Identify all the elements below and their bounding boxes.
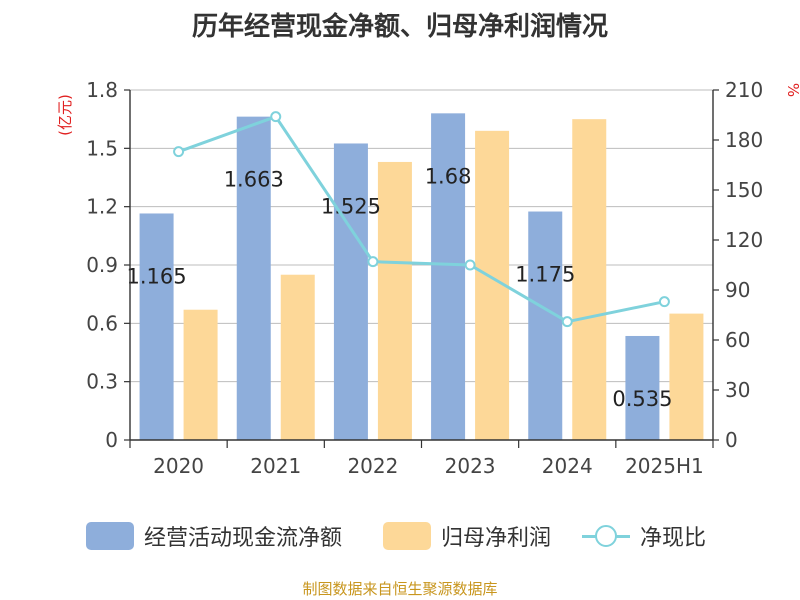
ratio-point <box>561 316 573 328</box>
right-tick-label: 120 <box>725 228 763 252</box>
left-tick-label: 1.2 <box>86 195 118 219</box>
x-tick-label: 2021 <box>250 454 301 478</box>
left-tick-label: 1.5 <box>86 136 118 160</box>
legend-swatch-net-profit <box>383 522 431 550</box>
right-tick-label: 210 <box>725 78 763 102</box>
right-tick-label: 60 <box>725 328 750 352</box>
left-tick-label: 1.8 <box>86 78 118 102</box>
legend-label-ratio: 净现比 <box>640 526 707 551</box>
legend-swatch-cashflow <box>86 522 134 550</box>
x-tick-label: 2023 <box>445 454 496 478</box>
legend-label-net-profit: 归母净利润 <box>441 526 552 551</box>
axes-layer: 0 0.3 0.6 0.9 1.2 1.5 1.8 0 30 60 90 120 150 180 210 20… <box>56 78 800 478</box>
left-tick-label: 0.9 <box>86 253 118 277</box>
ratio-point <box>464 259 476 271</box>
right-tick-label: 0 <box>725 428 738 452</box>
data-label-cashflow: 1.68 <box>425 164 472 188</box>
right-tick-label: 180 <box>725 128 763 152</box>
bar-net-profit <box>183 309 218 440</box>
source-note: 制图数据来自恒生聚源数据库 <box>302 580 498 598</box>
right-tick-label: 90 <box>725 278 750 302</box>
ratio-point <box>270 111 282 123</box>
legend-label-cashflow: 经营活动现金流净额 <box>144 526 343 551</box>
legend: 经营活动现金流净额 归母净利润 净现比 <box>0 518 800 554</box>
bar-net-profit <box>377 161 412 440</box>
legend-swatch-ratio <box>582 522 630 550</box>
x-tick-label: 2020 <box>153 454 204 478</box>
data-label-cashflow: 0.535 <box>612 387 672 411</box>
ratio-point <box>658 296 670 308</box>
left-tick-label: 0.3 <box>86 370 118 394</box>
x-tick-label: 2024 <box>542 454 593 478</box>
legend-item-ratio[interactable]: 净现比 <box>582 518 706 554</box>
left-tick-label: 0.6 <box>86 311 118 335</box>
bar-cashflow <box>625 335 660 440</box>
bar-net-profit <box>572 119 607 441</box>
x-tick-label: 2022 <box>347 454 398 478</box>
bar-net-profit <box>669 313 704 440</box>
data-label-cashflow: 1.165 <box>127 264 187 288</box>
bar-cashflow <box>528 211 563 440</box>
line-layer <box>173 111 670 328</box>
right-tick-label: 30 <box>725 378 750 402</box>
left-axis-unit: (亿元) <box>56 94 74 136</box>
bar-cashflow <box>333 143 368 440</box>
bar-cashflow <box>431 113 466 440</box>
chart-title: 历年经营现金净额、归母净利润情况 <box>191 12 608 42</box>
data-label-cashflow: 1.175 <box>515 263 575 287</box>
left-tick-label: 0 <box>105 428 118 452</box>
data-label-cashflow: 1.663 <box>224 168 284 192</box>
ratio-line <box>178 114 665 324</box>
right-tick-label: 150 <box>725 178 763 202</box>
bars-layer <box>139 113 704 441</box>
x-tick-label: 2025H1 <box>625 454 704 478</box>
ratio-point <box>367 256 379 268</box>
right-axis-unit: % <box>784 83 800 97</box>
legend-item-cashflow[interactable]: 经营活动现金流净额 <box>86 518 342 554</box>
bar-net-profit <box>280 274 315 440</box>
bar-cashflow <box>236 116 271 440</box>
bar-cashflow <box>139 213 174 440</box>
legend-item-net-profit[interactable]: 归母净利润 <box>383 518 551 554</box>
ratio-point <box>173 146 185 158</box>
